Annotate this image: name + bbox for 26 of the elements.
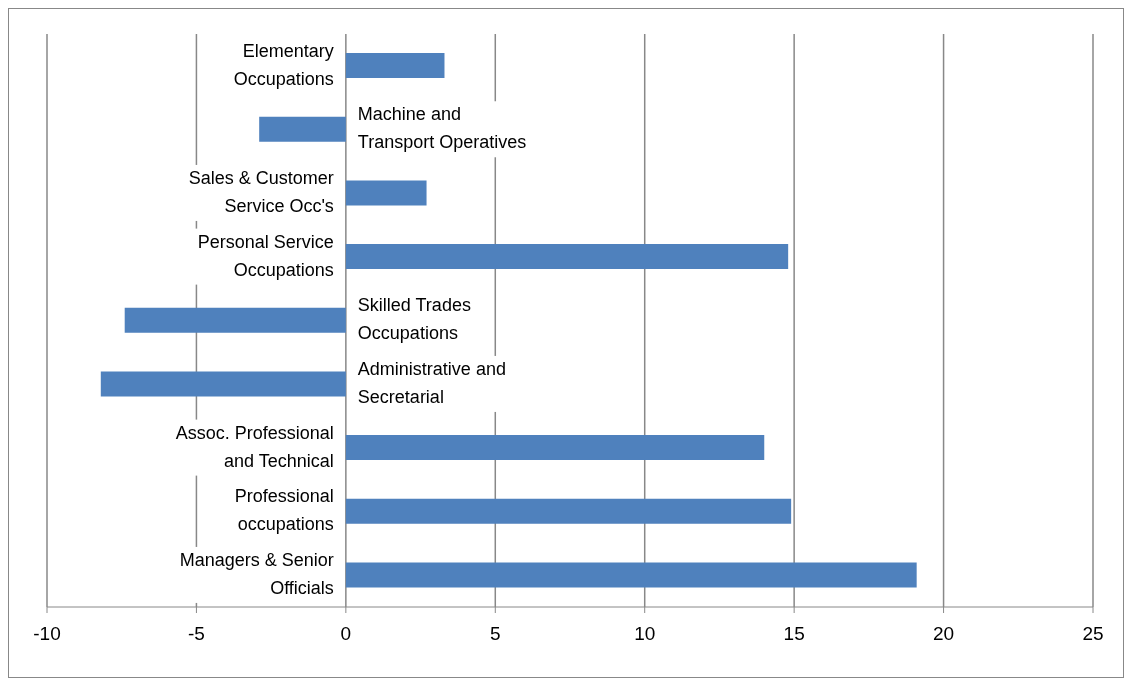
x-tick-label: -5 bbox=[187, 623, 205, 645]
x-tick-label: 0 bbox=[340, 623, 352, 645]
bar bbox=[345, 244, 789, 270]
y-tick-label: Professional occupations bbox=[234, 486, 334, 535]
y-tick-label: Administrative and Secretarial bbox=[357, 358, 506, 407]
y-tick-label: Skilled Trades Occupations bbox=[357, 295, 471, 344]
bar bbox=[345, 498, 792, 524]
y-tick-label: Assoc. Professional and Technical bbox=[175, 422, 334, 471]
bar bbox=[345, 53, 445, 79]
bar bbox=[345, 435, 765, 461]
bar bbox=[124, 307, 346, 333]
x-tick-label: -10 bbox=[33, 623, 61, 645]
y-tick-label: Machine and Transport Operatives bbox=[357, 104, 527, 153]
bar bbox=[345, 562, 917, 588]
bar bbox=[345, 180, 427, 206]
y-tick-label: Elementary Occupations bbox=[233, 40, 334, 89]
y-tick-label: Sales & Customer Service Occ's bbox=[188, 167, 334, 216]
bar bbox=[259, 116, 346, 142]
x-tick-label: 20 bbox=[933, 623, 955, 645]
y-tick-label: Managers & Senior Officials bbox=[179, 549, 334, 598]
bar bbox=[100, 371, 346, 397]
x-tick-label: 5 bbox=[490, 623, 501, 645]
x-tick-label: 10 bbox=[634, 623, 656, 645]
y-tick-label: Personal Service Occupations bbox=[197, 231, 334, 280]
x-tick-label: 15 bbox=[783, 623, 805, 645]
x-tick-label: 25 bbox=[1082, 623, 1104, 645]
